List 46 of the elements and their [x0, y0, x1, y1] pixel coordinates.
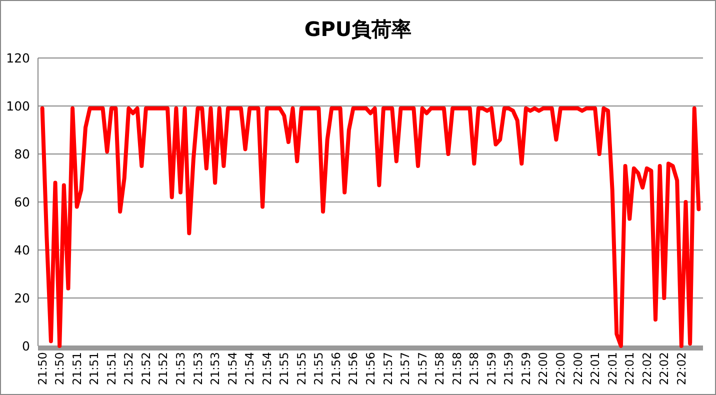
x-tick-label: 22:00	[536, 352, 550, 386]
y-tick-label: 60	[14, 194, 30, 210]
x-tick-label: 21:53	[208, 352, 222, 386]
x-tick-label: 21:59	[518, 352, 533, 386]
x-tick-label: 22:01	[622, 352, 637, 386]
x-tick-label: 21:58	[450, 352, 464, 386]
x-tick-label: 21:57	[380, 352, 395, 386]
x-tick-label: 22:02	[674, 352, 688, 386]
y-tick-label: 20	[14, 290, 30, 306]
x-tick-label: 21:56	[346, 352, 360, 386]
x-tick-label: 21:57	[398, 352, 412, 386]
y-tick-label: 40	[14, 242, 30, 258]
x-tick-label: 21:54	[242, 352, 257, 386]
x-tick-label: 22:00	[570, 352, 585, 386]
y-tick-label: 80	[14, 146, 30, 162]
x-tick-label: 21:55	[277, 352, 292, 386]
x-tick-label: 21:51	[70, 352, 84, 386]
chart-title: GPU負荷率	[304, 17, 412, 41]
x-tick-label: 21:54	[225, 352, 240, 386]
x-tick-label: 21:57	[415, 352, 430, 386]
x-tick-label: 21:52	[122, 352, 136, 386]
x-tick-label: 21:51	[104, 352, 118, 386]
x-tick-label: 22:01	[605, 352, 620, 386]
x-tick-label: 21:58	[432, 352, 447, 386]
x-tick-label: 21:55	[294, 352, 308, 386]
x-tick-label: 21:50	[35, 352, 50, 386]
x-tick-label: 21:52	[138, 352, 153, 386]
x-tick-label: 21:53	[190, 352, 205, 386]
x-tick-label: 22:00	[554, 352, 568, 386]
x-tick-label: 21:59	[484, 352, 498, 386]
x-tick-label: 21:56	[328, 352, 343, 386]
x-tick-label: 22:02	[640, 352, 654, 386]
x-tick-label: 21:51	[87, 352, 102, 386]
x-tick-label: 21:54	[260, 352, 274, 386]
y-tick-label: 0	[22, 338, 30, 354]
y-tick-label: 100	[6, 98, 30, 114]
x-tick-label: 22:01	[588, 352, 602, 386]
x-tick-label: 21:58	[467, 352, 482, 386]
x-tick-label: 21:53	[174, 352, 188, 386]
x-tick-label: 21:59	[502, 352, 516, 386]
y-tick-label: 120	[6, 50, 30, 66]
x-tick-label: 22:02	[657, 352, 672, 386]
x-tick-label: 21:50	[52, 352, 67, 386]
x-tick-label: 21:56	[364, 352, 378, 386]
x-tick-label: 21:55	[312, 352, 326, 386]
x-tick-label: 21:52	[156, 352, 170, 386]
